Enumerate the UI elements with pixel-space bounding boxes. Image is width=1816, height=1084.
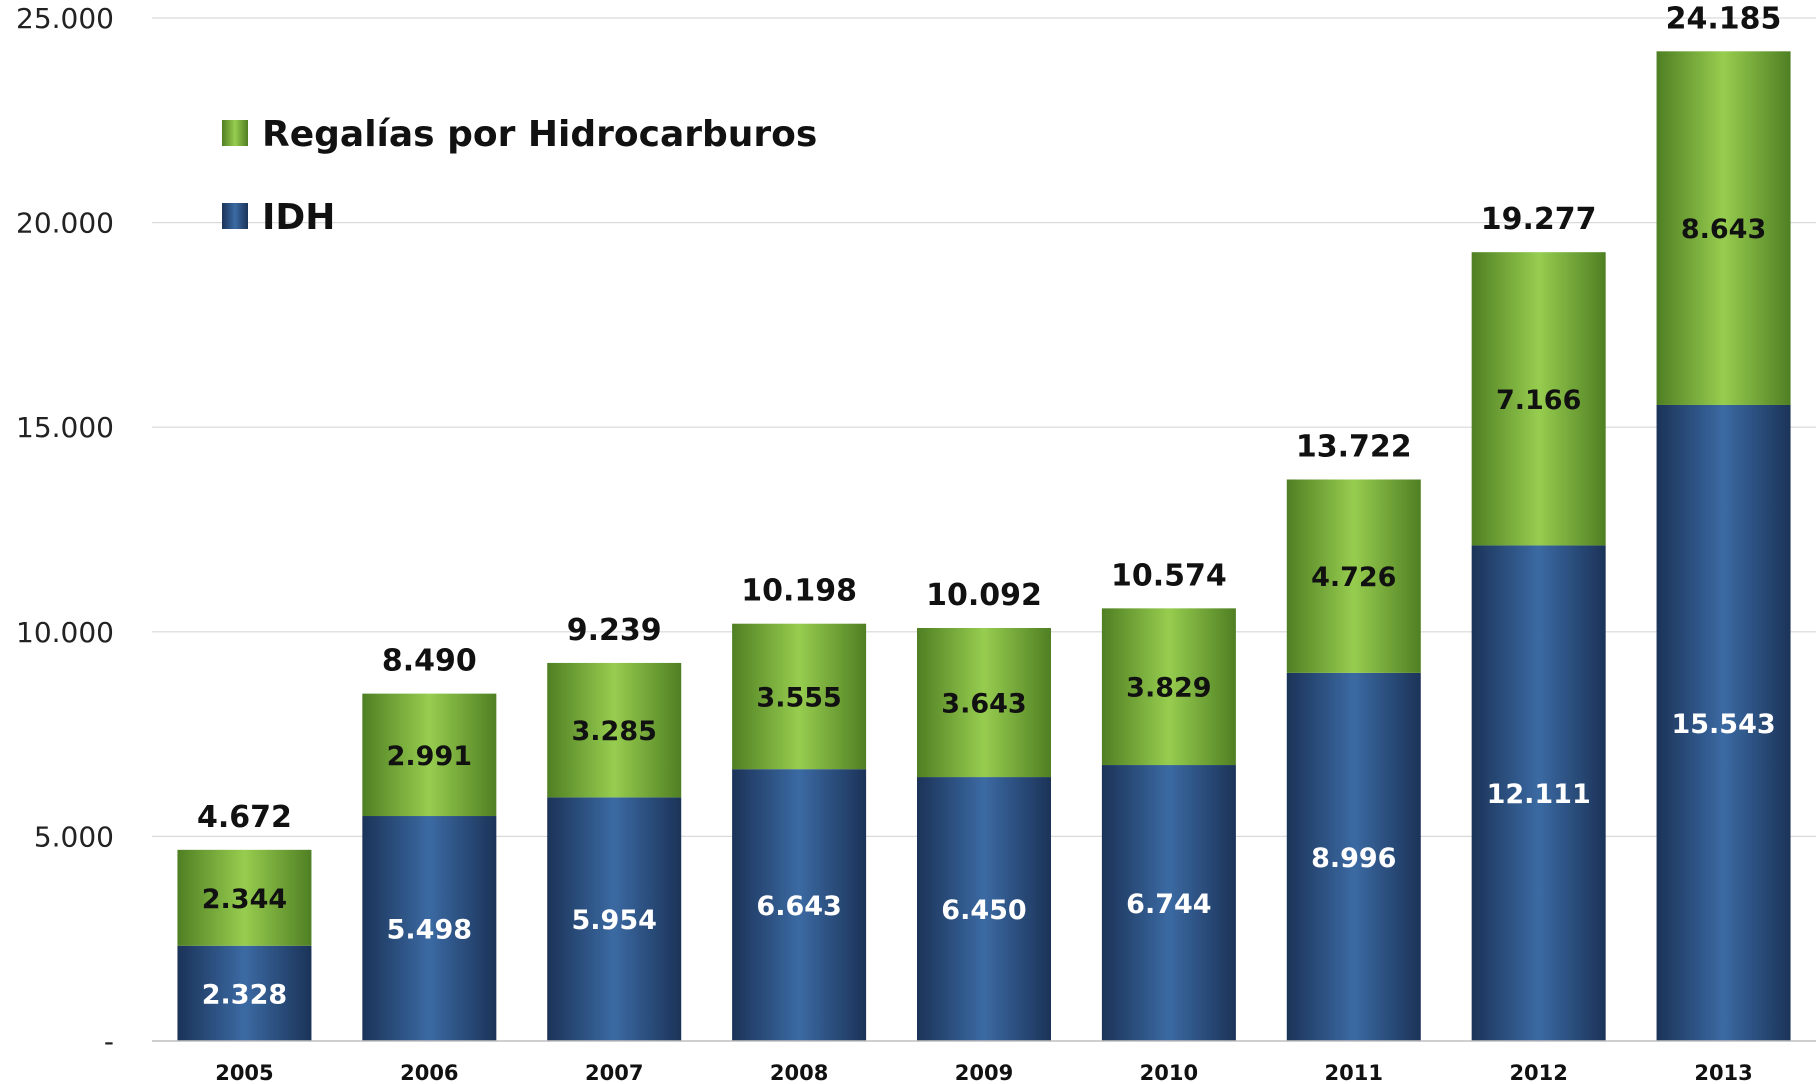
segment-value-label: 6.450 <box>941 895 1026 926</box>
bar-segment-regalias <box>1656 51 1791 405</box>
x-tick-label: 2007 <box>585 1061 643 1084</box>
segment-value-label: 6.744 <box>1126 889 1211 920</box>
bar-segment-regalias <box>917 627 1051 778</box>
y-tick-label: - <box>104 1025 114 1058</box>
y-tick-label: 15.000 <box>16 411 114 444</box>
bar-segment-regalias <box>1471 252 1606 546</box>
bar-segment-regalias <box>177 849 312 946</box>
y-tick-label: 10.000 <box>16 616 114 649</box>
bar-segment-idh <box>177 945 312 1041</box>
segment-value-label: 2.991 <box>387 741 472 772</box>
x-tick-label: 2006 <box>400 1061 458 1084</box>
x-tick-label: 2008 <box>770 1061 828 1084</box>
segment-value-label: 7.166 <box>1496 385 1581 416</box>
bar-segment-idh <box>1101 765 1236 1041</box>
bar-segment-idh <box>917 777 1051 1041</box>
y-tick-label: 20.000 <box>16 207 114 240</box>
bar-segment-idh <box>1286 672 1421 1041</box>
total-value-label: 13.722 <box>1296 429 1412 464</box>
segment-value-label: 15.543 <box>1671 709 1775 740</box>
bar-segment-regalias <box>547 662 682 798</box>
x-tick-label: 2012 <box>1509 1061 1567 1084</box>
bar-segment-idh <box>362 816 497 1041</box>
segment-value-label: 8.643 <box>1681 214 1766 245</box>
x-tick-label: 2013 <box>1694 1061 1752 1084</box>
bar-segment-regalias <box>1101 608 1236 766</box>
segment-value-label: 4.726 <box>1311 562 1396 593</box>
x-tick-label: 2009 <box>955 1061 1013 1084</box>
y-tick-label: 5.000 <box>34 820 114 853</box>
legend-swatch <box>222 203 248 229</box>
x-tick-label: 2010 <box>1140 1061 1198 1084</box>
bar-segment-idh <box>547 797 682 1041</box>
segment-value-label: 5.954 <box>572 905 657 936</box>
data-labels: 2.328 2.344 4.672 5.498 2.991 8.490 5.954 3.285… <box>197 1 1781 1010</box>
segment-value-label: 6.643 <box>756 891 841 922</box>
bar-segment-idh <box>1471 545 1606 1041</box>
total-value-label: 24.185 <box>1666 1 1782 36</box>
x-tick-label: 2005 <box>215 1061 273 1084</box>
bars <box>177 51 1791 1041</box>
axes: - 5.000 10.000 15.000 20.000 25.000 2005 2006 20… <box>16 2 1816 1084</box>
segment-value-label: 12.111 <box>1487 779 1591 810</box>
segment-value-label: 2.344 <box>202 884 287 915</box>
segment-value-label: 3.285 <box>572 716 657 747</box>
segment-value-label: 2.328 <box>202 979 287 1010</box>
total-value-label: 10.574 <box>1111 558 1227 593</box>
bar-segment-idh <box>732 769 867 1041</box>
legend-swatch <box>222 120 248 146</box>
bar-segment-regalias <box>362 693 497 817</box>
segment-value-label: 3.555 <box>756 682 841 713</box>
legend-label: Regalías por Hidrocarburos <box>262 114 817 155</box>
bar-segment-regalias <box>732 623 867 770</box>
total-value-label: 8.490 <box>382 644 477 679</box>
total-value-label: 4.672 <box>197 800 292 835</box>
segment-value-label: 8.996 <box>1311 843 1396 874</box>
x-tick-label: 2011 <box>1325 1061 1383 1084</box>
legend-label: IDH <box>262 197 335 238</box>
bar-segment-regalias <box>1286 479 1421 673</box>
total-value-label: 9.239 <box>567 613 662 648</box>
total-value-label: 10.092 <box>926 578 1042 613</box>
legend: Regalías por Hidrocarburos IDH <box>222 114 817 238</box>
y-tick-label: 25.000 <box>16 2 114 35</box>
segment-value-label: 5.498 <box>387 915 472 946</box>
total-value-label: 10.198 <box>741 574 857 609</box>
segment-value-label: 3.643 <box>941 689 1026 720</box>
bar-segment-idh <box>1656 404 1791 1041</box>
segment-value-label: 3.829 <box>1126 673 1211 704</box>
total-value-label: 19.277 <box>1481 202 1597 237</box>
